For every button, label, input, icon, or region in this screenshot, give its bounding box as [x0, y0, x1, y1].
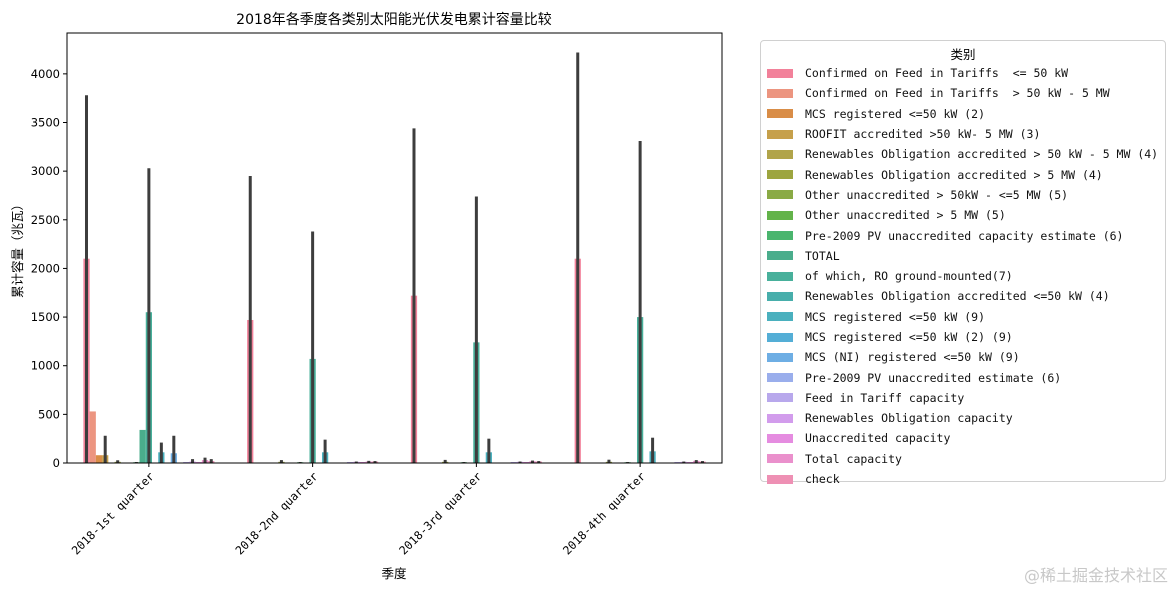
legend-swatch [767, 312, 793, 322]
legend-swatch [767, 210, 793, 220]
legend-label: Other unaccredited > 5 MW (5) [805, 208, 1006, 223]
legend-label: Total capacity [805, 451, 902, 466]
legend-swatch [767, 474, 793, 484]
legend-label: ROOFIT accredited >50 kW- 5 MW (3) [805, 127, 1041, 142]
legend-item: Feed in Tariff capacity [767, 388, 1161, 408]
y-tick-label: 1500 [31, 310, 60, 324]
y-tick-label: 2500 [31, 213, 60, 227]
y-tick-label: 3000 [31, 164, 60, 178]
legend-item: Total capacity [767, 449, 1161, 469]
legend-item: MCS registered <=50 kW (9) [767, 307, 1161, 327]
legend-label: Pre-2009 PV unaccredited estimate (6) [805, 370, 1062, 385]
legend-label: Unaccredited capacity [805, 431, 951, 446]
x-tick-label: 2018-2nd quarter [233, 469, 321, 557]
x-tick-label: 2018-4th quarter [560, 469, 648, 557]
legend-label: Renewables Obligation accredited <=50 kW… [805, 289, 1110, 304]
chart-title: 2018年各季度各类别太阳能光伏发电累计容量比较 [236, 11, 552, 28]
legend-item: Renewables Obligation accredited <=50 kW… [767, 286, 1161, 306]
legend-label: TOTAL [805, 248, 840, 263]
y-tick-label: 2000 [31, 261, 60, 275]
legend-swatch [767, 190, 793, 200]
legend-item: check [767, 469, 1161, 489]
plot-frame [66, 32, 723, 464]
legend-item: of which, RO ground-mounted(7) [767, 266, 1161, 286]
legend-item: Renewables Obligation capacity [767, 408, 1161, 428]
y-tick-label: 1000 [31, 359, 60, 373]
legend-swatch [767, 170, 793, 180]
legend: 类别 Confirmed on Feed in Tariffs <= 50 kW… [760, 40, 1166, 486]
legend-label: MCS registered <=50 kW (2) [805, 106, 986, 121]
bar [95, 455, 103, 463]
legend-swatch [767, 109, 793, 119]
legend-swatch [767, 332, 793, 342]
legend-list: Confirmed on Feed in Tariffs <= 50 kW Con… [767, 63, 1161, 489]
legend-label: check [805, 472, 840, 487]
legend-item: TOTAL [767, 246, 1161, 266]
legend-swatch [767, 271, 793, 281]
legend-swatch [767, 251, 793, 261]
y-tick-label: 4000 [31, 67, 60, 81]
legend-label: MCS registered <=50 kW (2) (9) [805, 330, 1013, 344]
legend-item: MCS registered <=50 kW (2) [767, 104, 1161, 124]
legend-label: of which, RO ground-mounted(7) [805, 269, 1013, 284]
bar [89, 411, 96, 463]
legend-label: Feed in Tariff capacity [805, 390, 965, 405]
legend-swatch [767, 88, 793, 98]
legend-item: Renewables Obligation accredited > 5 MW … [767, 164, 1161, 184]
x-axis-label: 季度 [381, 566, 407, 581]
legend-label: Other unaccredited > 50kW - <=5 MW (5) [805, 187, 1069, 202]
legend-swatch [767, 68, 793, 78]
legend-item: Pre-2009 PV unaccredited capacity estima… [767, 225, 1161, 245]
watermark: @稀土掘金技术社区 [1023, 566, 1168, 585]
legend-swatch [767, 413, 793, 423]
legend-item: Unaccredited capacity [767, 428, 1161, 448]
legend-item: MCS (NI) registered <=50 kW (9) [767, 347, 1161, 367]
legend-label: MCS (NI) registered <=50 kW (9) [805, 350, 1020, 365]
legend-swatch [767, 393, 793, 403]
legend-swatch [767, 454, 793, 464]
legend-swatch [767, 352, 793, 362]
legend-label: Pre-2009 PV unaccredited capacity estima… [805, 228, 1124, 243]
legend-item: Confirmed on Feed in Tariffs <= 50 kW [767, 63, 1161, 83]
legend-swatch [767, 373, 793, 383]
legend-label: Renewables Obligation accredited > 5 MW … [805, 167, 1103, 182]
bar [139, 429, 146, 463]
legend-swatch [767, 149, 793, 159]
y-tick-label: 0 [53, 456, 60, 470]
legend-swatch [767, 231, 793, 241]
x-tick-label: 2018-1st quarter [69, 469, 157, 557]
legend-label: MCS registered <=50 kW (9) [805, 309, 986, 324]
legend-label: Confirmed on Feed in Tariffs > 50 kW - 5… [805, 86, 1110, 101]
legend-swatch [767, 129, 793, 139]
y-tick-label: 3500 [31, 116, 60, 130]
legend-item: Other unaccredited > 50kW - <=5 MW (5) [767, 185, 1161, 205]
y-tick-label: 500 [38, 407, 60, 421]
legend-label: Confirmed on Feed in Tariffs <= 50 kW [805, 66, 1069, 81]
legend-item: MCS registered <=50 kW (2) (9) [767, 327, 1161, 347]
legend-item: Confirmed on Feed in Tariffs > 50 kW - 5… [767, 83, 1161, 103]
legend-item: ROOFIT accredited >50 kW- 5 MW (3) [767, 124, 1161, 144]
legend-swatch [767, 291, 793, 301]
legend-item: Other unaccredited > 5 MW (5) [767, 205, 1161, 225]
y-axis-label: 累计容量（兆瓦） [10, 198, 25, 298]
legend-swatch [767, 433, 793, 443]
legend-item: Renewables Obligation accredited > 50 kW… [767, 144, 1161, 164]
legend-item: Pre-2009 PV unaccredited estimate (6) [767, 367, 1161, 387]
x-tick-label: 2018-3rd quarter [396, 469, 484, 557]
legend-label: Renewables Obligation accredited > 50 kW… [805, 147, 1159, 162]
legend-label: Renewables Obligation capacity [805, 411, 1013, 426]
legend-title: 类别 [950, 47, 976, 62]
